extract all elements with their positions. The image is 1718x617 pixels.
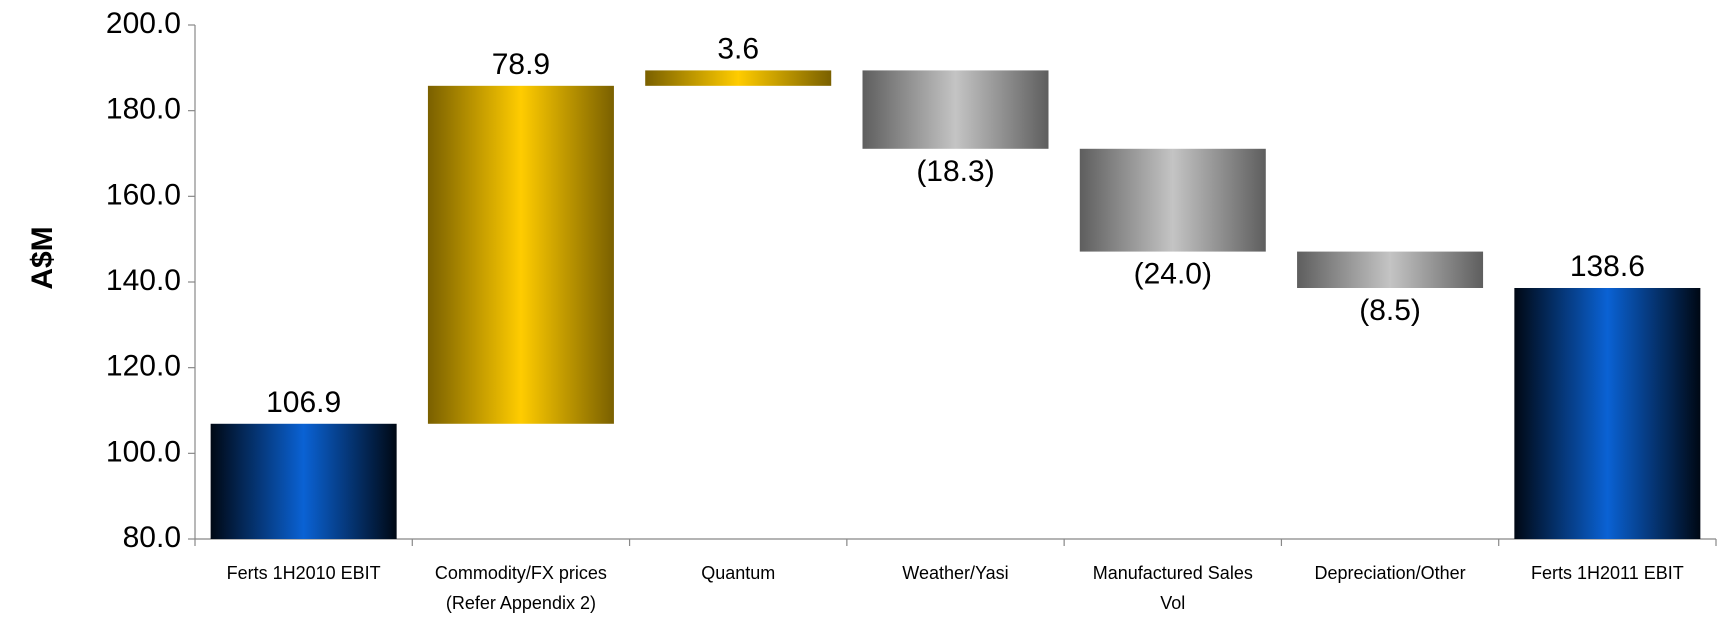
y-tick-label: 140.0 xyxy=(106,264,181,297)
x-tick-label: Ferts 1H2010 EBIT xyxy=(227,563,381,583)
y-tick-label: 160.0 xyxy=(106,178,181,211)
value-label: 78.9 xyxy=(492,48,550,81)
value-label: 138.6 xyxy=(1570,250,1645,283)
bar xyxy=(1514,287,1701,539)
bar xyxy=(645,70,832,86)
x-tick-label: Weather/Yasi xyxy=(902,563,1008,583)
y-tick-label: 180.0 xyxy=(106,93,181,126)
y-tick-label: 120.0 xyxy=(106,350,181,383)
x-tick-label: Quantum xyxy=(701,563,775,583)
bar xyxy=(210,423,397,539)
y-tick-label: 200.0 xyxy=(106,7,181,40)
bar xyxy=(427,85,614,424)
bar xyxy=(1297,251,1484,288)
value-label: (24.0) xyxy=(1134,258,1212,291)
value-label: 3.6 xyxy=(717,32,759,65)
x-tick-label: Manufactured Sales Vol xyxy=(1093,563,1253,613)
value-label: (8.5) xyxy=(1359,294,1421,327)
bar xyxy=(1079,148,1266,252)
value-label: 106.9 xyxy=(266,386,341,419)
x-tick-label: Ferts 1H2011 EBIT xyxy=(1531,563,1684,583)
value-label: (18.3) xyxy=(916,155,994,188)
y-axis-label: A$M xyxy=(26,226,59,289)
bar xyxy=(862,70,1049,149)
y-tick-label: 100.0 xyxy=(106,435,181,468)
x-tick-label: Depreciation/Other xyxy=(1315,563,1466,583)
x-tick-label: Commodity/FX prices (Refer Appendix 2) xyxy=(435,563,607,613)
y-tick-label: 80.0 xyxy=(123,521,181,554)
